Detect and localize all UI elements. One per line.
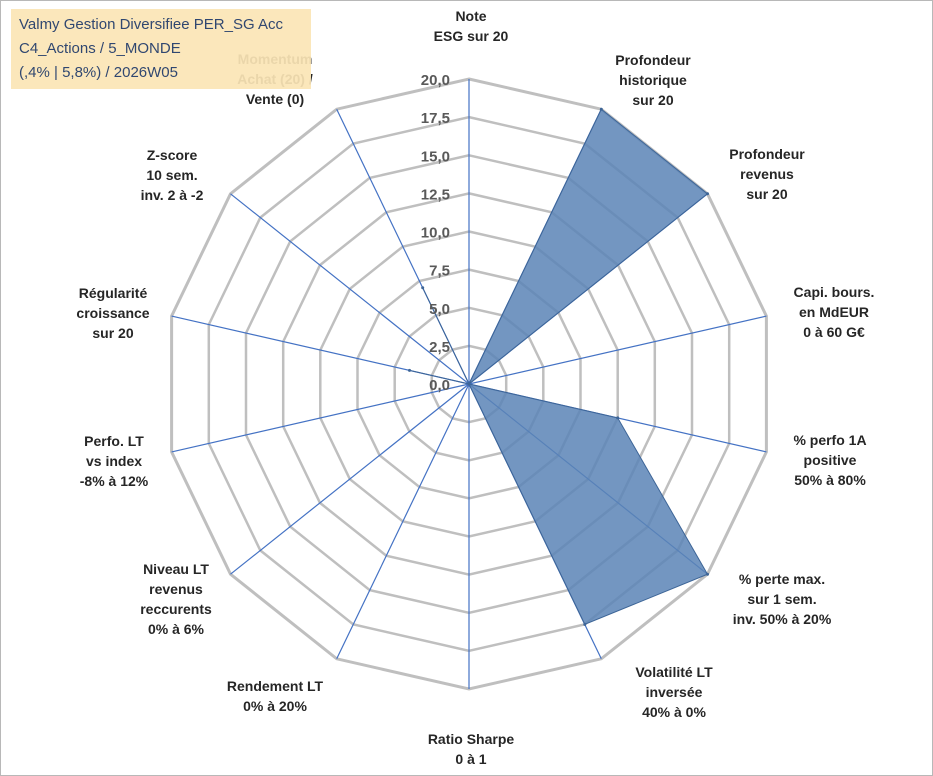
tick-label-0: 0,0: [429, 377, 450, 394]
axis-label-8: Rendement LT 0% à 20%: [227, 678, 324, 714]
chart-title-line-3: (,4% | 5,8%) / 2026W05: [19, 64, 178, 81]
axis-label-5: % perte max. sur 1 sem. inv. 50% à 20%: [733, 571, 832, 627]
axis-label-4: % perfo 1A positive 50% à 80%: [793, 432, 866, 488]
tick-label-6: 15,0: [421, 148, 450, 165]
axis-label-10: Perfo. LT vs index -8% à 12%: [80, 433, 149, 489]
axis-label-11: Régularité croissance sur 20: [76, 285, 149, 341]
chart-title-box: Valmy Gestion Diversifiee PER_SG Acc C4_…: [11, 9, 311, 89]
series-point-6: [583, 622, 587, 626]
axis-label-12: Z-score 10 sem. inv. 2 à -2: [141, 147, 204, 203]
chart-title-line-2: C4_Actions / 5_MONDE: [19, 40, 181, 57]
axis-label-9: Niveau LT revenus reccurents 0% à 6%: [140, 561, 212, 637]
spoke-9: [230, 383, 470, 575]
axis-label-0: Note ESG sur 20: [434, 8, 509, 44]
tick-label-4: 10,0: [421, 225, 450, 242]
series-point-4: [616, 416, 620, 420]
tick-label-7: 17,5: [421, 110, 450, 127]
axis-label-2: Profondeur revenus sur 20: [729, 146, 805, 202]
radar-series: [408, 107, 709, 626]
axis-label-7: Ratio Sharpe 0 à 1: [428, 731, 515, 767]
series-point-11: [408, 368, 411, 372]
spoke-3: [468, 315, 767, 385]
series-point-5: [706, 572, 709, 576]
radar-tick-labels: 0,0 2,5 5,0 7,5 10,0 12,5 15,0 17,5 20,0: [421, 72, 450, 394]
series-point-1: [599, 107, 603, 111]
axis-label-3: Capi. bours. en MdEUR 0 à 60 G€: [794, 284, 875, 340]
series-point-12: [467, 382, 471, 386]
tick-label-5: 12,5: [421, 186, 450, 203]
series-point-13: [421, 286, 425, 290]
series-point-2: [706, 192, 709, 196]
axis-label-1: Profondeur historique sur 20: [615, 52, 691, 108]
tick-label-1: 2,5: [429, 339, 450, 356]
spoke-8: [336, 383, 470, 660]
spoke-12: [230, 193, 470, 385]
tick-label-8: 20,0: [421, 72, 450, 89]
chart-title-line-1: Valmy Gestion Diversifiee PER_SG Acc: [19, 16, 283, 33]
tick-label-3: 7,5: [429, 263, 450, 280]
spoke-10: [171, 383, 470, 453]
series-area: [409, 108, 709, 626]
axis-label-6: Volatilité LT inversée 40% à 0%: [635, 664, 713, 720]
tick-label-2: 5,0: [429, 301, 450, 318]
